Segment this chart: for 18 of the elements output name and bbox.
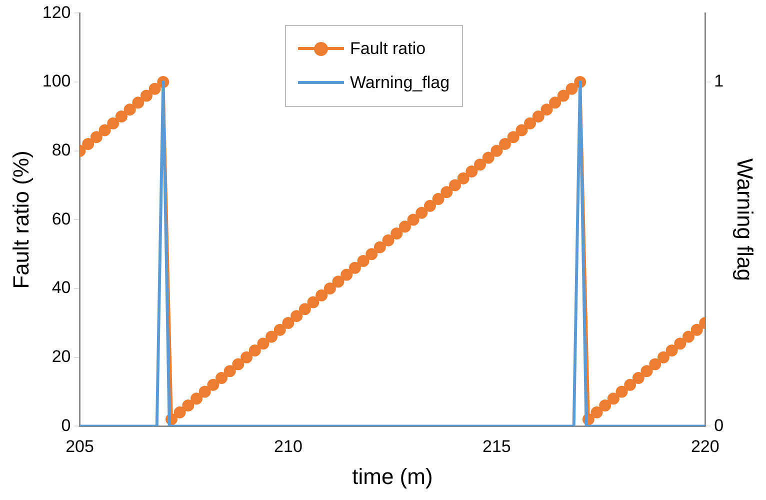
y-tick-label: 40 xyxy=(52,278,71,298)
y-tick-label: 120 xyxy=(42,2,71,22)
x-axis-title: time (m) xyxy=(352,464,433,489)
y2-axis-title: Warning flag xyxy=(732,158,758,282)
y-axis-title: Fault ratio (%) xyxy=(8,150,34,289)
y2-tick-label: 0 xyxy=(714,416,724,435)
y-tick-label: 80 xyxy=(52,140,71,160)
y-tick-label: 60 xyxy=(52,209,71,228)
y-tick-label: 100 xyxy=(42,72,71,91)
legend-label: Warning_flag xyxy=(350,73,450,93)
x-tick-label: 220 xyxy=(690,437,720,456)
x-tick-label: 210 xyxy=(274,437,302,456)
y-tick-label: 20 xyxy=(52,347,71,366)
x-tick-label: 215 xyxy=(482,437,511,456)
y2-tick-label: 1 xyxy=(714,72,724,91)
y-tick-label: 0 xyxy=(61,416,71,435)
legend-label: Fault ratio xyxy=(350,39,426,59)
x-tick-label: 205 xyxy=(66,437,94,456)
